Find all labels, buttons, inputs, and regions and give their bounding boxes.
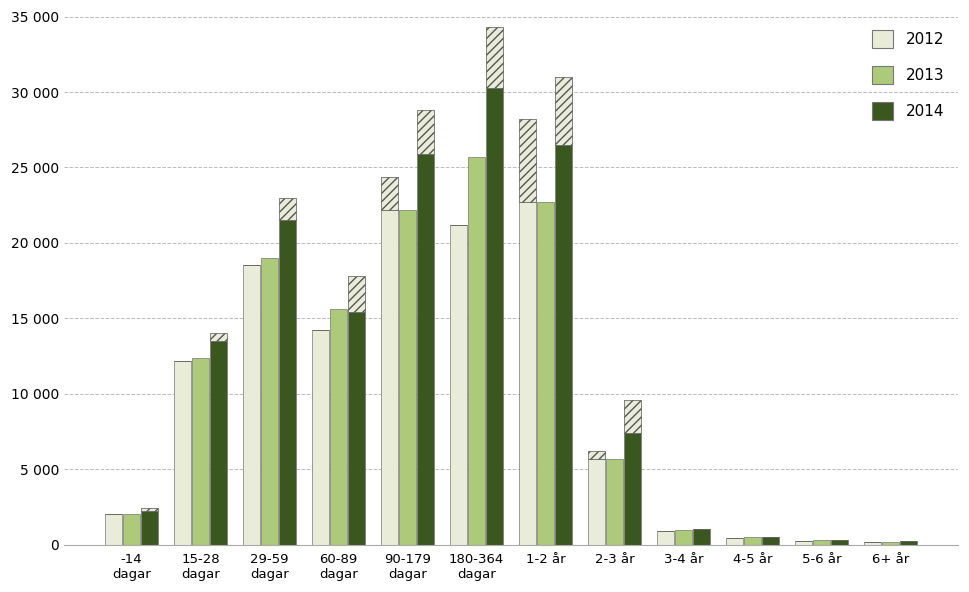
Bar <box>519 202 536 545</box>
Bar <box>348 276 365 312</box>
Bar <box>312 330 329 545</box>
Bar <box>813 540 830 545</box>
Bar <box>555 145 572 545</box>
Bar <box>726 538 743 545</box>
Bar <box>675 530 692 545</box>
Bar <box>450 225 467 545</box>
Bar <box>762 537 779 545</box>
Bar <box>588 451 606 459</box>
Bar <box>485 27 503 88</box>
Bar <box>261 258 278 545</box>
Bar <box>381 176 398 210</box>
Bar <box>555 77 572 145</box>
Bar <box>399 210 416 545</box>
Bar <box>519 119 536 202</box>
Bar <box>744 538 762 545</box>
Bar <box>417 154 434 545</box>
Bar <box>588 459 606 545</box>
Bar <box>864 542 882 545</box>
Bar <box>606 459 623 545</box>
Bar <box>141 509 158 511</box>
Bar <box>279 220 297 545</box>
Bar <box>485 88 503 545</box>
Bar <box>796 540 812 545</box>
Bar <box>123 514 141 545</box>
Bar <box>329 309 347 545</box>
Bar <box>657 531 674 545</box>
Bar <box>900 542 918 545</box>
Bar <box>417 110 434 154</box>
Bar <box>537 202 554 545</box>
Bar <box>141 511 158 545</box>
Bar <box>831 540 848 545</box>
Bar <box>209 333 227 341</box>
Bar <box>624 400 641 433</box>
Bar <box>882 542 899 545</box>
Bar <box>279 198 297 220</box>
Bar <box>192 358 209 545</box>
Bar <box>381 210 398 545</box>
Bar <box>209 341 227 545</box>
Bar <box>173 361 191 545</box>
Bar <box>105 514 122 545</box>
Bar <box>243 265 260 545</box>
Bar <box>348 312 365 545</box>
Bar <box>468 157 485 545</box>
Bar <box>693 529 710 545</box>
Legend: 2012, 2013, 2014: 2012, 2013, 2014 <box>865 24 951 126</box>
Bar <box>624 433 641 545</box>
